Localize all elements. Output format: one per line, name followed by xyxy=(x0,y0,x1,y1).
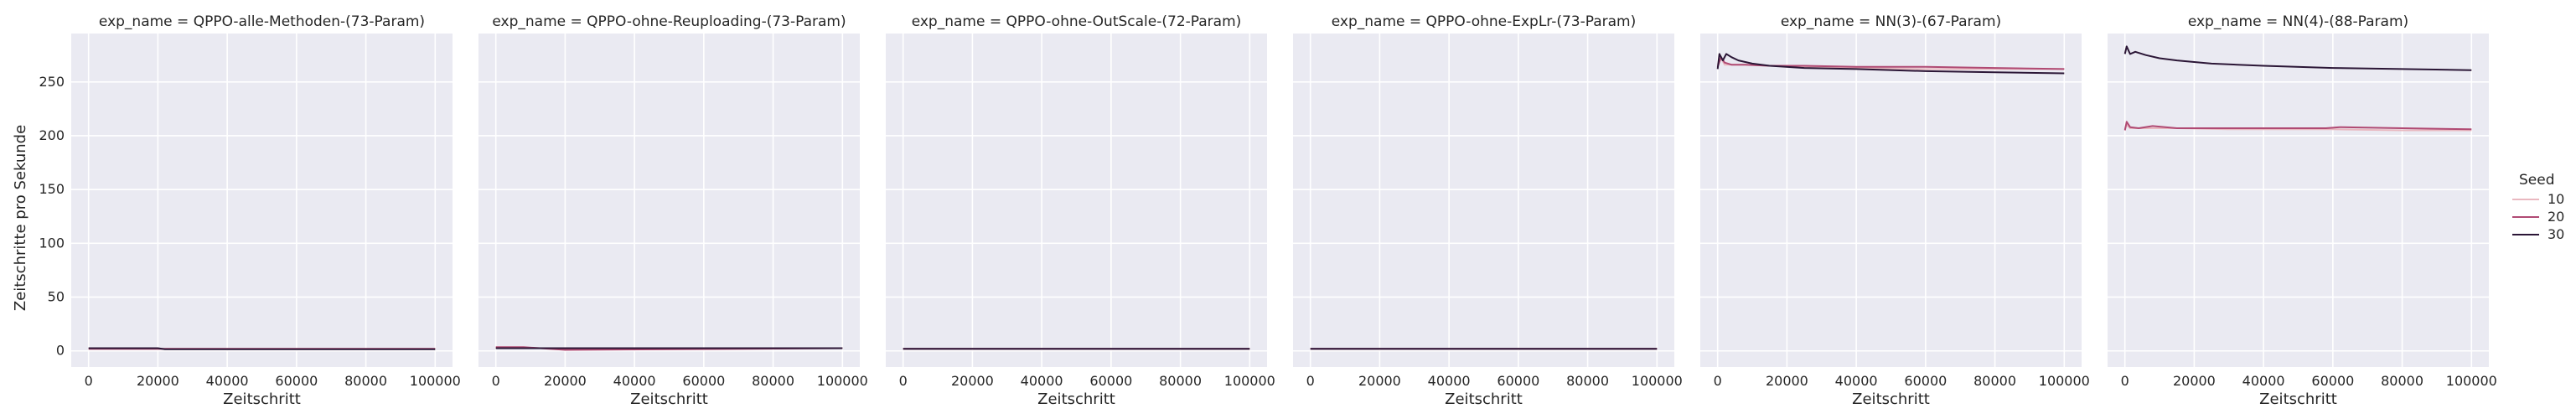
x-tick-label: 40000 xyxy=(613,373,656,389)
facet-title: exp_name = NN(4)-(88-Param) xyxy=(2188,13,2408,30)
x-tick-label: 40000 xyxy=(2242,373,2285,389)
x-tick-label: 80000 xyxy=(1973,373,2016,389)
x-tick-label: 40000 xyxy=(1021,373,1063,389)
facet-title: exp_name = QPPO-ohne-Reuploading-(73-Par… xyxy=(492,13,846,30)
facet-panel: 0 20000 40000 60000 80000 100000 exp_name = QP… xyxy=(1293,13,1683,408)
facet-title: exp_name = QPPO-alle-Methoden-(73-Param) xyxy=(99,13,425,30)
x-tick-label: 40000 xyxy=(1428,373,1471,389)
x-tick-label: 60000 xyxy=(682,373,725,389)
x-tick-label: 40000 xyxy=(206,373,249,389)
x-tick-label: 100000 xyxy=(410,373,461,389)
plot-background xyxy=(1293,34,1674,367)
x-tick-label: 80000 xyxy=(1566,373,1609,389)
x-tick-label: 0 xyxy=(492,373,500,389)
x-tick-label: 60000 xyxy=(1497,373,1539,389)
y-tick-label: 0 xyxy=(56,343,65,359)
x-tick-label: 60000 xyxy=(1904,373,1947,389)
facets-group: 0 50 100 150 200 250 0 20000 40000 60000 80000 1000… xyxy=(39,13,2496,408)
facet-panel: 0 50 100 150 200 250 0 20000 40000 60000 80000 1000… xyxy=(39,13,460,408)
x-tick-label: 20000 xyxy=(2173,373,2216,389)
y-tick-label: 100 xyxy=(39,235,65,251)
x-axis-label: Zeitschritt xyxy=(1445,391,1523,408)
x-tick-label: 100000 xyxy=(1224,373,1275,389)
x-tick-label: 0 xyxy=(2121,373,2129,389)
series-line-seed-30 xyxy=(2123,45,2472,71)
facet-title: exp_name = QPPO-ohne-OutScale-(72-Param) xyxy=(912,13,1242,30)
x-tick-label: 80000 xyxy=(344,373,387,389)
x-tick-label: 60000 xyxy=(2311,373,2354,389)
x-tick-label: 100000 xyxy=(1632,373,1683,389)
x-axis-label: Zeitschritt xyxy=(223,391,301,408)
x-tick-label: 60000 xyxy=(1089,373,1132,389)
x-axis-label: Zeitschritt xyxy=(1037,391,1115,408)
x-tick-label: 0 xyxy=(1714,373,1722,389)
x-tick-label: 0 xyxy=(1306,373,1315,389)
x-tick-label: 20000 xyxy=(951,373,994,389)
x-axis-label: Zeitschritt xyxy=(2259,391,2337,408)
plot-background xyxy=(71,34,453,367)
series-line-seed-10 xyxy=(2123,124,2472,132)
plot-background xyxy=(478,34,860,367)
x-tick-label: 0 xyxy=(899,373,908,389)
x-tick-label: 20000 xyxy=(137,373,179,389)
x-tick-label: 60000 xyxy=(275,373,318,389)
x-tick-label: 80000 xyxy=(1159,373,1202,389)
facet-title: exp_name = QPPO-ohne-ExpLr-(73-Param) xyxy=(1332,13,1637,30)
x-axis-label: Zeitschritt xyxy=(630,391,708,408)
y-axis-label: Zeitschritte pro Sekunde xyxy=(12,125,29,311)
plot-background xyxy=(1700,34,2082,367)
plot-background xyxy=(886,34,1267,367)
y-tick-label: 250 xyxy=(39,74,65,90)
legend-entry-label: 30 xyxy=(2548,226,2564,242)
y-tick-label: 50 xyxy=(48,289,65,305)
series-line-seed-30 xyxy=(1716,53,2065,75)
facet-title: exp_name = NN(3)-(67-Param) xyxy=(1781,13,2001,30)
y-tick-label: 150 xyxy=(39,181,65,197)
x-tick-label: 80000 xyxy=(2381,373,2423,389)
x-tick-label: 40000 xyxy=(1835,373,1878,389)
x-tick-label: 20000 xyxy=(1766,373,1808,389)
series-line-seed-20 xyxy=(2123,121,2472,131)
x-tick-label: 0 xyxy=(85,373,93,389)
plot-background xyxy=(2108,34,2489,367)
facet-panel: 0 20000 40000 60000 80000 100000 exp_name = QP… xyxy=(886,13,1275,408)
x-tick-label: 20000 xyxy=(544,373,587,389)
facet-panel: 0 20000 40000 60000 80000 100000 exp_name = NN… xyxy=(1700,13,2090,408)
facet-panel: 0 20000 40000 60000 80000 100000 exp_name = NN… xyxy=(2108,13,2497,408)
x-tick-label: 100000 xyxy=(2446,373,2497,389)
legend-title: Seed xyxy=(2519,172,2555,189)
x-tick-label: 20000 xyxy=(1358,373,1401,389)
facet-panel: 0 20000 40000 60000 80000 100000 exp_name = QP… xyxy=(478,13,868,408)
x-tick-label: 80000 xyxy=(752,373,794,389)
legend-entry-label: 10 xyxy=(2548,191,2564,207)
x-tick-label: 100000 xyxy=(2039,373,2090,389)
y-tick-label: 200 xyxy=(39,127,65,143)
x-tick-label: 100000 xyxy=(817,373,868,389)
x-axis-label: Zeitschritt xyxy=(1852,391,1930,408)
legend-entry-label: 20 xyxy=(2548,209,2564,225)
